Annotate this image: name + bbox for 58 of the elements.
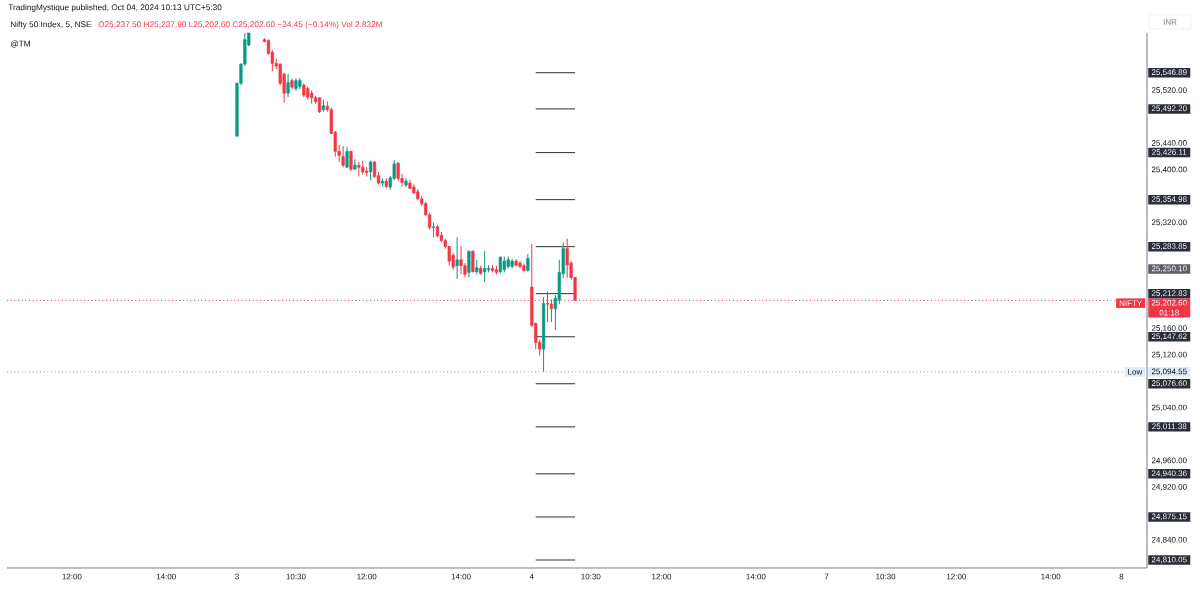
annotation: @TM bbox=[10, 40, 30, 48]
text: 01:18 bbox=[1159, 309, 1179, 316]
y-tick-label: 25,120.00 bbox=[1151, 351, 1187, 359]
y-tick-label: 25,040.00 bbox=[1151, 404, 1187, 412]
candlestick bbox=[286, 73, 290, 98]
x-tick-label: 10:30 bbox=[286, 573, 306, 580]
candlestick bbox=[467, 250, 471, 278]
x-tick-label: 12:00 bbox=[62, 573, 82, 580]
x-tick-label: 14:00 bbox=[156, 573, 176, 580]
x-tick-label: 10:30 bbox=[876, 573, 896, 580]
y-tick-label: 24,940.36 bbox=[1151, 470, 1187, 478]
y-tick-label: 24,920.00 bbox=[1151, 484, 1187, 491]
y-tick-label: 25,520.00 bbox=[1151, 87, 1187, 94]
candlestick bbox=[459, 245, 463, 275]
x-tick-label: 12:00 bbox=[357, 573, 377, 580]
x-tick-label: 10:30 bbox=[581, 573, 601, 580]
y-tick-label: 24,810.05 bbox=[1151, 556, 1187, 564]
y-tick-label: 25,440.00 bbox=[1151, 140, 1187, 147]
candlestick bbox=[341, 145, 345, 168]
y-tick-label: 24,875.15 bbox=[1151, 513, 1187, 521]
y-tick-label: 25,011.38 bbox=[1152, 423, 1187, 431]
annotation: Low bbox=[1128, 369, 1143, 375]
y-tick-label: 25,400.00 bbox=[1151, 166, 1187, 174]
y-tick-label: 25,250.10 bbox=[1151, 265, 1187, 273]
x-tick-label: 8 bbox=[1119, 573, 1124, 580]
y-tick-label: 25,212.83 bbox=[1151, 290, 1187, 297]
chart-title: Nifty 50 Index, 5, NSE bbox=[10, 21, 92, 29]
text: TradingMystique published, Oct 04, 2024 10:13 UTC+5:30 bbox=[8, 4, 222, 12]
candlestick bbox=[455, 236, 459, 280]
y-tick-label: 25,160.00 bbox=[1151, 325, 1187, 332]
y-tick-label: 25,546.89 bbox=[1151, 69, 1187, 76]
x-tick-label: 12:00 bbox=[946, 573, 967, 580]
x-tick-label: 14:00 bbox=[451, 573, 471, 580]
y-tick-label: 25,320.00 bbox=[1151, 219, 1187, 227]
annotation: NIFTY bbox=[1119, 300, 1143, 306]
candlestick bbox=[353, 158, 357, 171]
y-tick-label: 25,492.20 bbox=[1151, 105, 1187, 113]
y-tick-label: 25,354.98 bbox=[1151, 196, 1187, 203]
y-tick-label: 25,283.85 bbox=[1151, 243, 1187, 250]
x-tick-label: 7 bbox=[824, 573, 829, 580]
x-tick-label: 14:00 bbox=[746, 573, 766, 580]
candlestick bbox=[565, 238, 569, 279]
y-tick-label: 25,147.62 bbox=[1151, 333, 1187, 340]
y-tick-label: 25,076.60 bbox=[1151, 380, 1187, 387]
x-tick-label: 14:00 bbox=[1041, 573, 1061, 580]
y-tick-label: 24,840.00 bbox=[1151, 536, 1187, 544]
ref-line-label: 25,094.55 bbox=[1151, 368, 1187, 376]
y-tick-label: 24,960.00 bbox=[1151, 457, 1187, 465]
x-tick-label: 4 bbox=[529, 573, 534, 580]
x-tick-label: 3 bbox=[235, 573, 239, 580]
x-tick-label: 12:00 bbox=[652, 573, 672, 580]
ref-line-label: 25,202.60 bbox=[1151, 299, 1187, 307]
y-tick-label: 25,426.11 bbox=[1152, 149, 1187, 156]
candlestick bbox=[396, 161, 400, 182]
chart-subtitle: O25,237.50 H25,237.90 L25,202.60 C25,202.60 −34.45 (−0.14%) Vol 2.832M bbox=[98, 21, 382, 29]
y-axis-title: INR bbox=[1163, 19, 1177, 25]
candlestick bbox=[345, 146, 349, 169]
candlestick bbox=[483, 250, 487, 283]
